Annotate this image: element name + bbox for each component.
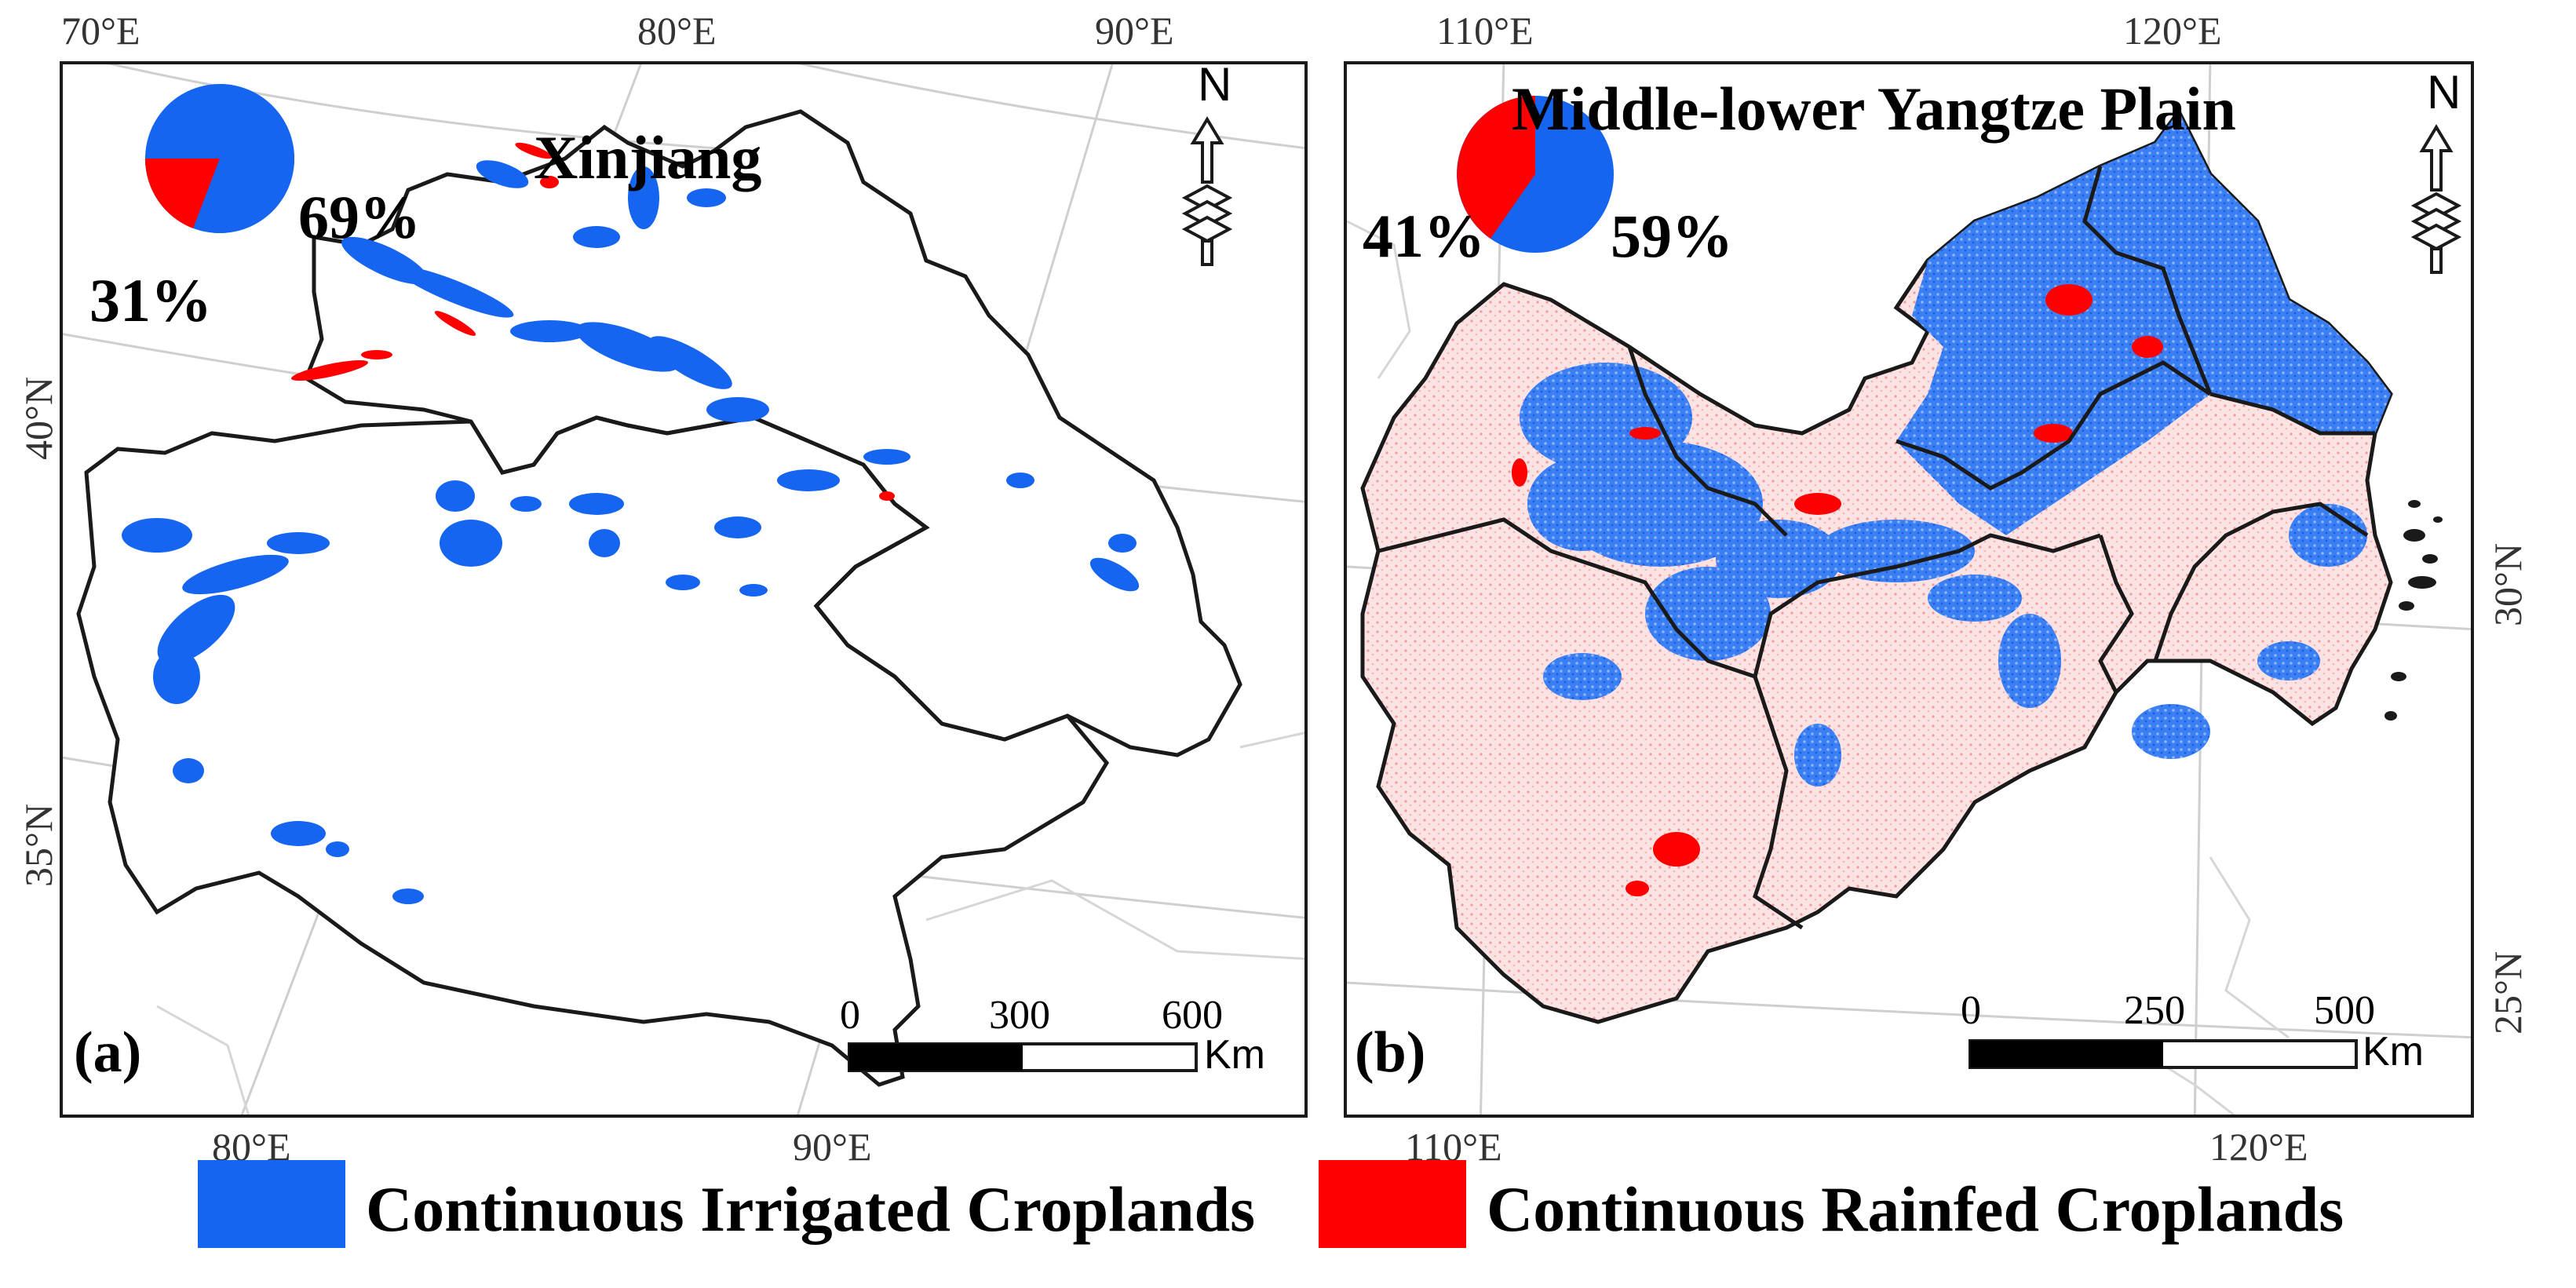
legend-swatch-rainfed	[1319, 1160, 1466, 1248]
map-title-xinjiang: Xinjiang	[534, 123, 762, 192]
panel-label-a: (a)	[74, 1020, 142, 1085]
pie-label-irrigated: 69%	[298, 183, 421, 251]
lon-label-70e-top: 70°E	[61, 9, 140, 53]
lon-label-90e-top: 90°E	[1095, 9, 1174, 53]
irrigated-cropland-patches	[122, 160, 1140, 904]
pie-label-rainfed: 31%	[89, 266, 212, 334]
scale-tick-0: 0	[1961, 988, 1981, 1033]
north-label: N	[2427, 66, 2461, 119]
province-boundaries	[1377, 166, 2375, 930]
scale-tick-500: 500	[2314, 988, 2375, 1033]
pie-label-rainfed: 41%	[1363, 202, 1485, 270]
north-label: N	[1198, 61, 1232, 111]
lon-label-90e-bottom: 90°E	[793, 1125, 872, 1169]
legend: Continuous Irrigated Croplands Continuou…	[0, 1160, 2576, 1254]
xinjiang-map	[63, 64, 1304, 1115]
map-panel-xinjiang: Xinjiang 69% 31% (a) 0 300 600 Km N	[60, 61, 1308, 1118]
legend-label-irrigated: Continuous Irrigated Croplands	[366, 1173, 1256, 1245]
internal-boundary	[469, 415, 930, 608]
scale-tick-250: 250	[2124, 988, 2185, 1033]
lon-label-80e-bottom: 80°E	[212, 1125, 291, 1169]
map-panel-yangtze: Middle-lower Yangtze Plain 41% 59% (b) 0…	[1344, 61, 2474, 1118]
lon-label-110e-bottom: 110°E	[1405, 1125, 1502, 1169]
lat-label-35n: 35°N	[16, 803, 61, 888]
rainfed-cropland-patches	[291, 142, 895, 501]
pie-label-irrigated: 59%	[1611, 202, 1733, 270]
scale-unit: Km	[2363, 1029, 2424, 1075]
pie-chart-xinjiang	[144, 84, 294, 233]
panel-label-b: (b)	[1355, 1020, 1426, 1085]
coastal-islands	[2384, 500, 2443, 721]
pie-slice-irrigated	[1491, 96, 1569, 239]
north-arrow-icon	[1181, 116, 1233, 266]
lat-label-40n: 40°N	[16, 376, 61, 461]
scale-tick-0: 0	[840, 993, 860, 1038]
legend-swatch-irrigated	[198, 1160, 345, 1248]
irrigated-cropland-patches	[1520, 111, 2391, 786]
lon-label-120e-top: 120°E	[2123, 9, 2222, 53]
legend-label-rainfed: Continuous Rainfed Croplands	[1487, 1173, 2344, 1245]
pie-slice-rainfed	[144, 159, 220, 228]
rainfed-cropland-patches	[1512, 284, 2163, 896]
lat-label-25n: 25°N	[2486, 950, 2530, 1035]
scale-tick-600: 600	[1162, 993, 1223, 1038]
scale-bar	[848, 1042, 1198, 1072]
lat-label-30n: 30°N	[2486, 542, 2530, 627]
pie-slice-rainfed	[1457, 96, 1535, 239]
pie-chart-yangtze	[1457, 96, 1614, 253]
scale-unit: Km	[1204, 1032, 1265, 1078]
yangtze-map	[1347, 64, 2471, 1115]
north-arrow-icon	[2410, 124, 2462, 274]
lon-label-80e-top: 80°E	[637, 9, 717, 53]
neighbor-borders	[156, 732, 1304, 1115]
lon-label-120e-bottom: 120°E	[2209, 1125, 2308, 1169]
map-title-yangtze: Middle-lower Yangtze Plain	[1512, 75, 2236, 143]
lon-label-110e-top: 110°E	[1436, 9, 1534, 53]
scale-tick-300: 300	[989, 993, 1050, 1038]
scale-bar	[1968, 1039, 2358, 1069]
